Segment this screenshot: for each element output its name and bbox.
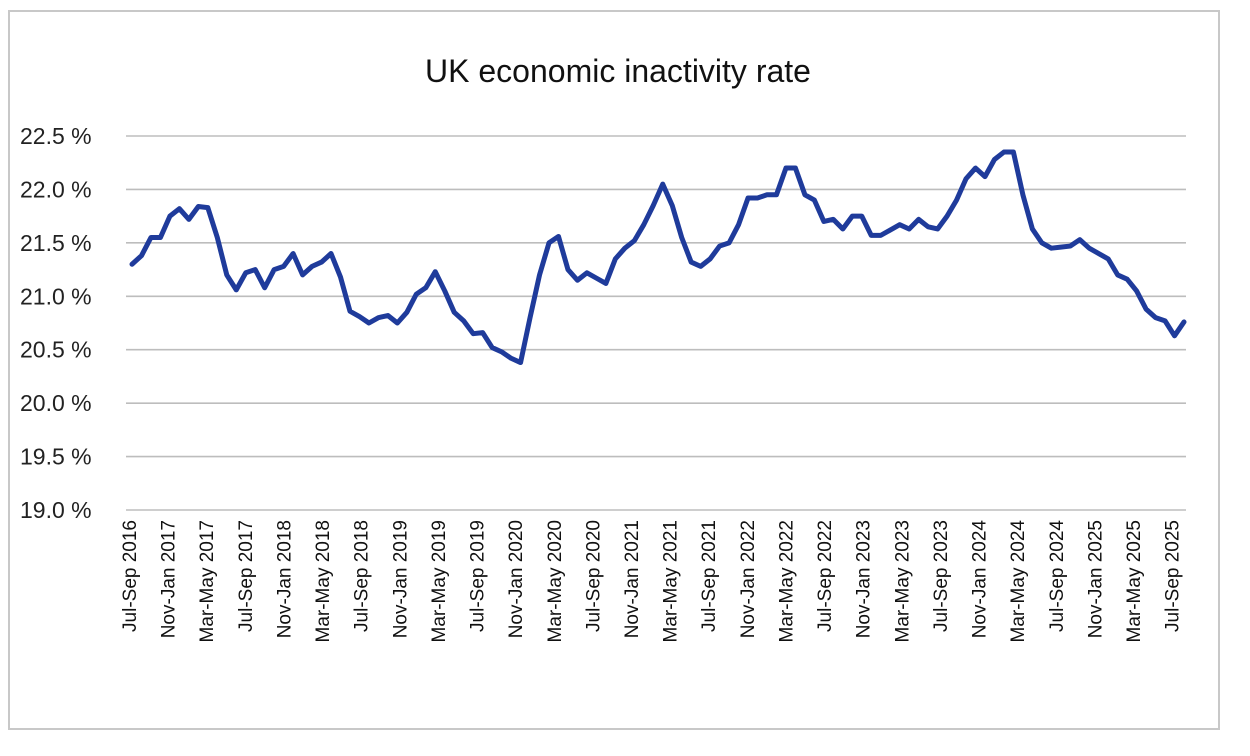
gridlines: [126, 135, 1186, 511]
x-tick-label: Jul-Sep 2022: [815, 520, 836, 632]
y-tick-label: 19.0 %: [20, 497, 92, 523]
y-tick-label: 21.5 %: [20, 230, 92, 256]
y-axis-tick-labels: 22.5 % 22.0 % 21.5 % 21.0 % 20.5 % 20.0 % 19.5…: [20, 123, 92, 523]
x-tick-label: Nov-Jan 2025: [1085, 520, 1106, 638]
x-tick-label: Jul-Sep 2016: [120, 520, 141, 632]
x-tick-label: Jul-Sep 2017: [236, 520, 257, 632]
x-tick-label: Mar-May 2020: [545, 520, 566, 643]
x-tick-label: Jul-Sep 2024: [1047, 520, 1068, 632]
x-tick-label: Nov-Jan 2024: [970, 520, 991, 639]
x-tick-label: Nov-Jan 2022: [738, 520, 759, 638]
y-tick-label: 20.0 %: [20, 390, 92, 416]
x-tick-label: Mar-May 2022: [776, 520, 797, 643]
series-lines: [129, 149, 1187, 366]
x-tick-label: Mar-May 2021: [661, 520, 682, 643]
x-tick-label: Mar-May 2025: [1124, 520, 1145, 643]
x-tick-label: Nov-Jan 2019: [390, 520, 411, 638]
x-tick-label: Mar-May 2019: [429, 520, 450, 643]
x-tick-label: Nov-Jan 2018: [274, 520, 295, 638]
y-tick-label: 22.5 %: [20, 123, 92, 149]
y-tick-label: 19.5 %: [20, 444, 92, 470]
x-tick-label: Nov-Jan 2021: [622, 520, 643, 638]
x-axis-tick-labels: Jul-Sep 2016 Nov-Jan 2017 Mar-May 2017 Jul-…: [120, 520, 1184, 643]
x-tick-label: Mar-May 2018: [313, 520, 334, 643]
x-tick-label: Jul-Sep 2019: [468, 520, 489, 632]
x-tick-label: Jul-Sep 2023: [931, 520, 952, 632]
series-line: [129, 149, 1187, 366]
x-tick-label: Mar-May 2017: [197, 520, 218, 643]
x-tick-label: Nov-Jan 2023: [854, 520, 875, 638]
line-chart: UK economic inactivity rate 22.5 % 22.0 %…: [20, 53, 1187, 643]
x-tick-label: Nov-Jan 2017: [159, 520, 180, 638]
x-tick-label: Mar-May 2024: [1008, 520, 1029, 643]
x-tick-label: Jul-Sep 2018: [352, 520, 373, 632]
x-tick-label: Mar-May 2023: [892, 520, 913, 643]
y-tick-label: 20.5 %: [20, 337, 92, 363]
x-tick-label: Jul-Sep 2025: [1163, 520, 1184, 632]
y-tick-label: 22.0 %: [20, 176, 92, 202]
chart-title: UK economic inactivity rate: [425, 53, 811, 89]
y-tick-label: 21.0 %: [20, 283, 92, 309]
x-tick-label: Nov-Jan 2020: [506, 520, 527, 638]
chart-frame: UK economic inactivity rate 22.5 % 22.0 %…: [8, 10, 1220, 730]
x-tick-label: Jul-Sep 2021: [699, 520, 720, 632]
x-tick-label: Jul-Sep 2020: [583, 520, 604, 632]
